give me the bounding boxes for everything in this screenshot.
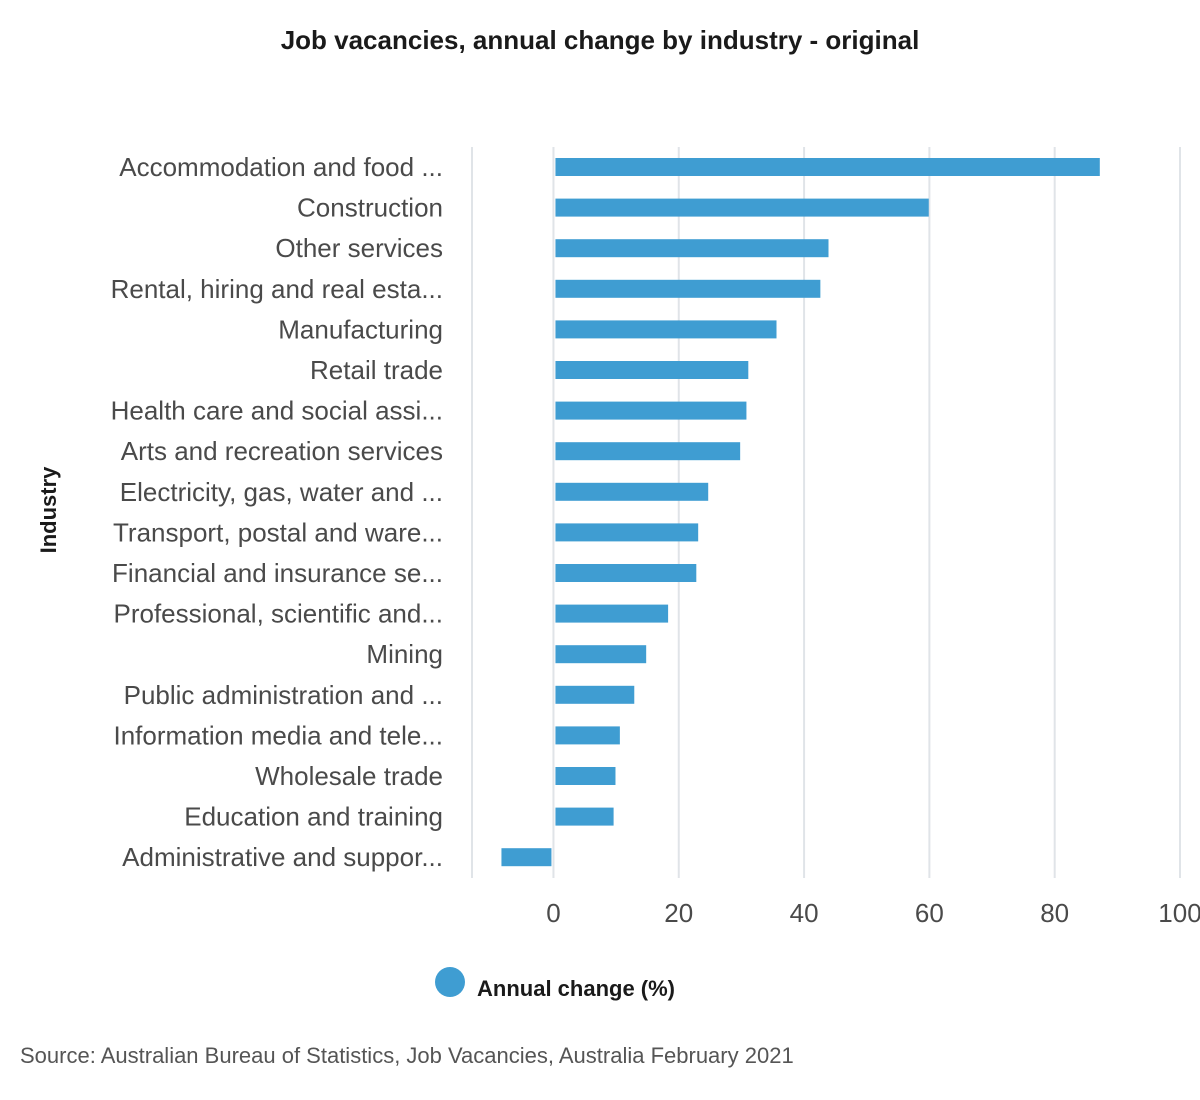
category-label: Electricity, gas, water and ...	[120, 477, 443, 507]
bar[interactable]	[501, 848, 552, 867]
category-label: Health care and social assi...	[111, 396, 443, 426]
category-label: Mining	[366, 639, 443, 669]
bar[interactable]	[555, 726, 620, 745]
bar[interactable]	[555, 239, 829, 258]
category-label: Administrative and suppor...	[122, 842, 443, 872]
legend[interactable]: Annual change (%)	[435, 967, 675, 1001]
bar[interactable]	[555, 482, 709, 501]
category-label: Retail trade	[310, 355, 443, 385]
legend-label[interactable]: Annual change (%)	[477, 976, 675, 1001]
bar[interactable]	[555, 807, 614, 826]
x-tick-labels: 0 20 40 60 80 100	[546, 898, 1200, 928]
category-label: Construction	[297, 193, 443, 223]
source-note: Source: Australian Bureau of Statistics,…	[20, 1043, 794, 1068]
category-label: Wholesale trade	[255, 761, 443, 791]
category-label: Education and training	[184, 802, 443, 832]
x-tick-label: 0	[546, 898, 560, 928]
x-tick-label: 20	[664, 898, 693, 928]
bar[interactable]	[555, 442, 741, 461]
bar[interactable]	[555, 279, 821, 298]
bar[interactable]	[555, 564, 697, 582]
category-label: Public administration and ...	[124, 680, 443, 710]
x-tick-label: 80	[1040, 898, 1069, 928]
category-label: Arts and recreation services	[121, 436, 443, 466]
bar[interactable]	[555, 158, 1100, 176]
y-axis-title: Industry	[36, 466, 61, 554]
bar[interactable]	[555, 401, 747, 420]
gridlines	[471, 147, 1181, 878]
category-labels: Accommodation and food ... Construction Ot…	[111, 152, 443, 872]
bar[interactable]	[555, 767, 616, 785]
category-label: Manufacturing	[278, 314, 443, 344]
category-label: Professional, scientific and...	[114, 599, 444, 629]
bar[interactable]	[555, 685, 635, 704]
bar[interactable]	[555, 320, 777, 339]
category-label: Information media and tele...	[113, 720, 443, 750]
category-label: Financial and insurance se...	[112, 558, 443, 588]
category-label: Other services	[275, 233, 443, 263]
chart-title: Job vacancies, annual change by industry…	[281, 25, 920, 55]
bar[interactable]	[555, 523, 699, 542]
category-label: Transport, postal and ware...	[113, 517, 443, 547]
bar[interactable]	[555, 604, 669, 623]
category-label: Rental, hiring and real esta...	[111, 274, 443, 304]
bar[interactable]	[555, 198, 929, 217]
bar[interactable]	[555, 361, 749, 379]
category-label: Accommodation and food ...	[119, 152, 443, 182]
x-tick-label: 40	[790, 898, 819, 928]
legend-swatch[interactable]	[435, 967, 465, 997]
bars	[501, 158, 1100, 867]
x-tick-label: 100	[1158, 898, 1200, 928]
bar[interactable]	[555, 645, 647, 664]
x-tick-label: 60	[915, 898, 944, 928]
